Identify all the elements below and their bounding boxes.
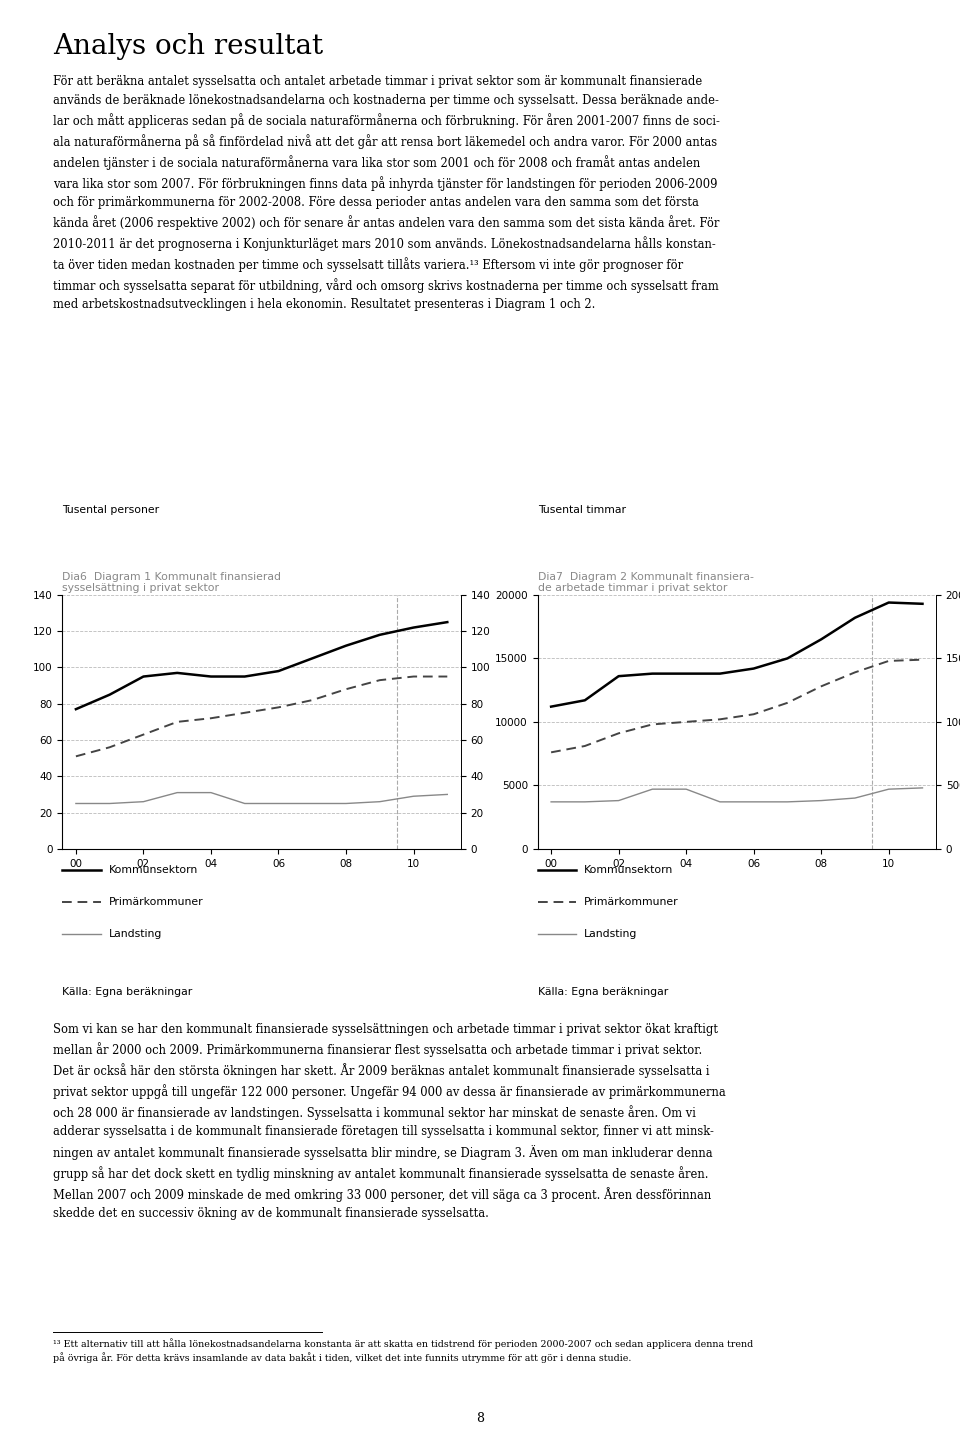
Text: Primärkommuner: Primärkommuner [108, 897, 204, 907]
Text: Analys och resultat: Analys och resultat [53, 33, 323, 61]
Text: ¹³ Ett alternativ till att hålla lönekostnadsandelarna konstanta är att skatta e: ¹³ Ett alternativ till att hålla lönekos… [53, 1338, 753, 1364]
Text: Tusental timmar: Tusental timmar [538, 505, 626, 515]
Text: Tusental personer: Tusental personer [62, 505, 159, 515]
Text: Dia7  Diagram 2 Kommunalt finansiera-
de arbetade timmar i privat sektor: Dia7 Diagram 2 Kommunalt finansiera- de … [538, 572, 754, 593]
Text: För att beräkna antalet sysselsatta och antalet arbetade timmar i privat sektor : För att beräkna antalet sysselsatta och … [53, 75, 720, 312]
Text: Landsting: Landsting [584, 929, 637, 939]
Text: Dia6  Diagram 1 Kommunalt finansierad
sysselsättning i privat sektor: Dia6 Diagram 1 Kommunalt finansierad sys… [62, 572, 281, 593]
Text: Källa: Egna beräkningar: Källa: Egna beräkningar [538, 987, 668, 997]
Text: Kommunsektorn: Kommunsektorn [584, 865, 673, 875]
Text: Kommunsektorn: Kommunsektorn [108, 865, 198, 875]
Text: Källa: Egna beräkningar: Källa: Egna beräkningar [62, 987, 193, 997]
Text: Landsting: Landsting [108, 929, 162, 939]
Text: Primärkommuner: Primärkommuner [584, 897, 679, 907]
Text: 8: 8 [476, 1412, 484, 1425]
Text: Som vi kan se har den kommunalt finansierade sysselsättningen och arbetade timma: Som vi kan se har den kommunalt finansie… [53, 1023, 726, 1220]
